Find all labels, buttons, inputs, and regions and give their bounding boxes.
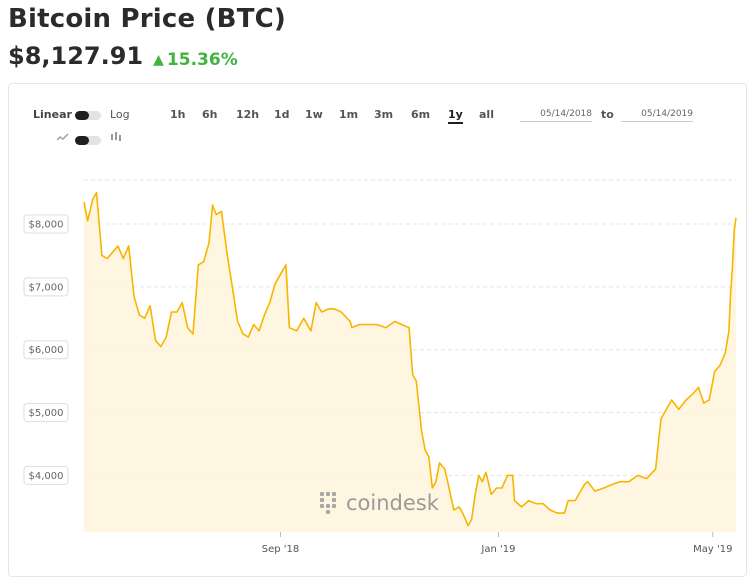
price-line [83, 191, 737, 527]
coindesk-logo-icon [320, 492, 336, 514]
y-tick-label: $6,000 [29, 345, 64, 356]
y-axis: $4,000 $5,000 $6,000 $7,000 $8,000 [23, 214, 69, 485]
chart-style-toggle[interactable] [75, 136, 101, 145]
chart-controls: Linear Log 1h 6h 12h 1d 1w 1m 3m 6m 1y a… [9, 84, 746, 145]
watermark: coindesk [320, 491, 440, 515]
y-tick-box [23, 214, 69, 234]
watermark-text: coindesk [346, 491, 440, 515]
x-tick-label: May '19 [693, 544, 732, 555]
y-tick-label: $7,000 [29, 282, 64, 293]
range-3m[interactable]: 3m [374, 108, 394, 121]
x-tick-label: Jan '19 [480, 544, 515, 555]
y-tick-box [23, 277, 69, 297]
up-triangle-icon: ▲ [153, 52, 164, 68]
current-price: $8,127.91 [8, 42, 144, 70]
y-tick-label: $4,000 [29, 471, 64, 482]
range-12h[interactable]: 12h [236, 108, 260, 121]
y-tick-box [23, 465, 69, 485]
price-change-value: 15.36% [166, 50, 238, 70]
range-all[interactable]: all [479, 108, 494, 121]
range-1h[interactable]: 1h [170, 108, 186, 121]
date-from-input[interactable]: 05/14/2018 [520, 109, 592, 122]
range-1m[interactable]: 1m [339, 108, 359, 121]
price-row: $8,127.91 ▲ 15.36% [8, 42, 238, 70]
price-change: ▲ 15.36% [153, 50, 238, 70]
range-6h[interactable]: 6h [202, 108, 218, 121]
candlestick-icon[interactable] [110, 132, 122, 145]
scale-log-label[interactable]: Log [110, 108, 130, 121]
x-tick-label: Sep '18 [262, 544, 300, 555]
range-1d[interactable]: 1d [274, 108, 290, 121]
range-1w[interactable]: 1w [305, 108, 323, 121]
scale-toggle[interactable] [75, 111, 101, 120]
line-chart-icon[interactable] [56, 133, 69, 144]
page-title: Bitcoin Price (BTC) [8, 4, 286, 34]
price-area-fill [84, 192, 736, 532]
y-tick-label: $8,000 [29, 220, 64, 231]
range-1y[interactable]: 1y [448, 108, 463, 124]
scale-linear-label[interactable]: Linear [33, 108, 72, 121]
y-tick-label: $5,000 [29, 408, 64, 419]
y-tick-box [23, 340, 69, 360]
range-6m[interactable]: 6m [411, 108, 431, 121]
y-tick-box [23, 403, 69, 423]
date-to-label: to [601, 108, 614, 121]
date-to-input[interactable]: 05/14/2019 [621, 109, 693, 122]
x-axis: Sep '18 Jan '19 May '19 [262, 532, 732, 555]
